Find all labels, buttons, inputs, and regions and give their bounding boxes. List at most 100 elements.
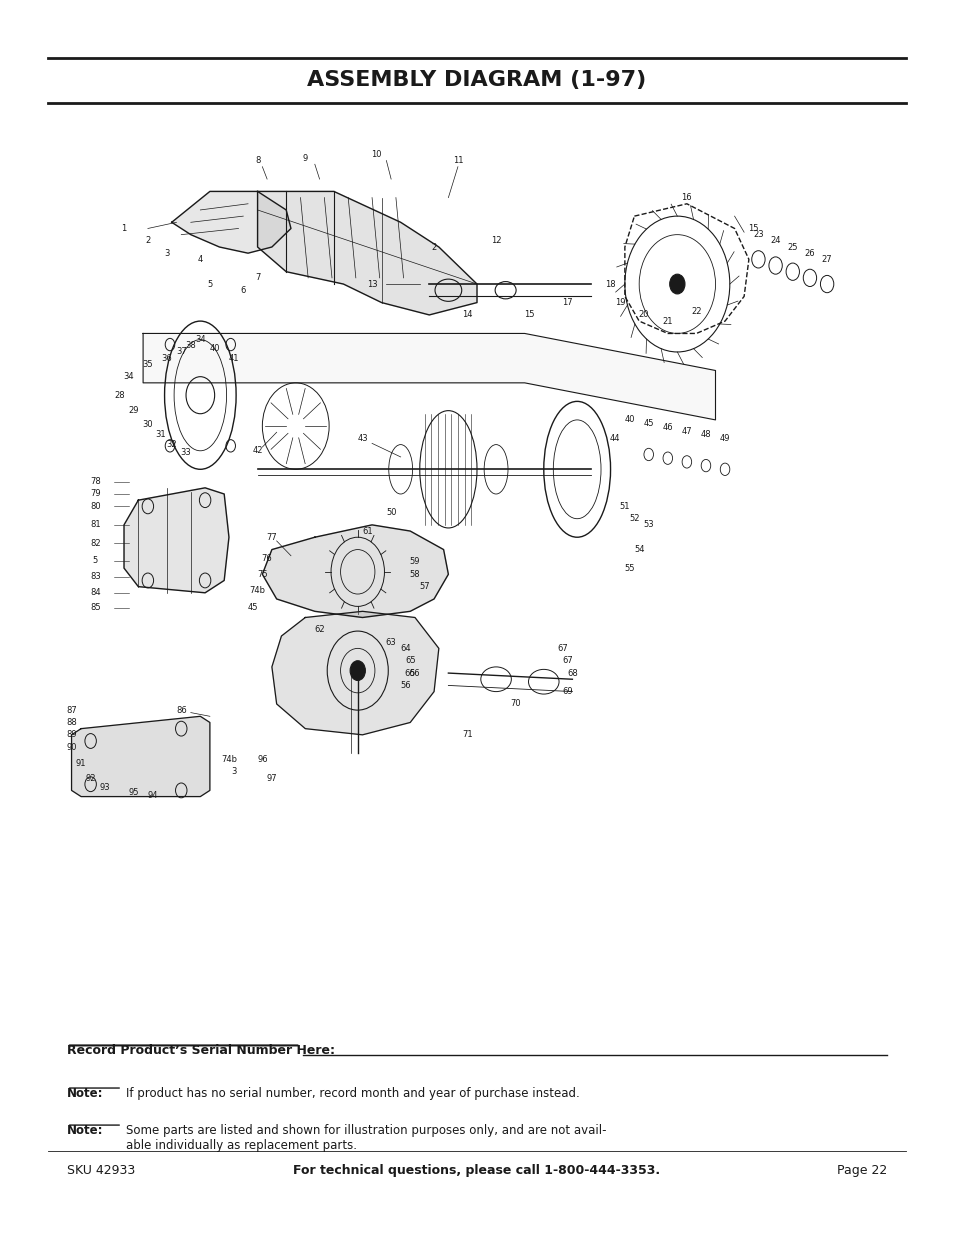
Text: 74b: 74b [221,755,236,764]
Text: 2: 2 [431,242,436,252]
Text: 75: 75 [256,569,268,579]
Polygon shape [272,611,438,735]
Text: 29: 29 [128,405,139,415]
Text: 58: 58 [409,569,420,579]
Text: 3: 3 [231,767,236,777]
Text: 82: 82 [90,538,101,548]
Text: 5: 5 [92,556,98,566]
Text: 41: 41 [228,353,239,363]
Text: 95: 95 [128,788,139,798]
Text: 37: 37 [175,347,187,357]
Text: 78: 78 [90,477,101,487]
Text: 24: 24 [769,236,781,246]
Text: 96: 96 [256,755,268,764]
Text: 13: 13 [366,279,377,289]
Text: 36: 36 [161,353,172,363]
Text: 79: 79 [90,489,101,499]
Text: 85: 85 [90,603,101,613]
Text: 48: 48 [700,430,711,440]
Polygon shape [262,525,448,618]
Text: 94: 94 [147,790,158,800]
Text: 30: 30 [142,420,153,430]
Text: 66: 66 [404,668,416,678]
Text: 67: 67 [561,656,573,666]
Text: 52: 52 [628,514,639,524]
Text: 57: 57 [418,582,430,592]
Text: 18: 18 [604,279,616,289]
Text: 89: 89 [66,730,77,740]
Text: 45: 45 [247,603,258,613]
Text: 5: 5 [207,279,213,289]
Text: 16: 16 [680,193,692,203]
Text: 92: 92 [85,773,96,783]
Text: 12: 12 [490,236,501,246]
Text: For technical questions, please call 1-800-444-3353.: For technical questions, please call 1-8… [294,1165,659,1177]
Text: Page 22: Page 22 [836,1165,886,1177]
Text: 40: 40 [209,343,220,353]
Text: 14: 14 [461,310,473,320]
Text: 54: 54 [633,545,644,555]
Text: Note:: Note: [67,1087,103,1100]
Text: 44: 44 [609,433,620,443]
Text: 47: 47 [680,426,692,436]
Text: 15: 15 [747,224,759,233]
Text: 2: 2 [145,236,151,246]
Text: 15: 15 [523,310,535,320]
Text: 34: 34 [123,372,134,382]
Text: 67: 67 [557,643,568,653]
Text: 61: 61 [361,526,373,536]
Text: 65: 65 [404,656,416,666]
Polygon shape [172,191,291,253]
Text: 7: 7 [254,273,260,283]
Text: 70: 70 [509,699,520,709]
Text: If product has no serial number, record month and year of purchase instead.: If product has no serial number, record … [126,1087,579,1100]
Text: 38: 38 [185,341,196,351]
Text: 4: 4 [197,254,203,264]
Text: 77: 77 [266,532,277,542]
Text: 56: 56 [409,668,420,678]
Text: 86: 86 [175,705,187,715]
Text: 35: 35 [142,359,153,369]
Text: 17: 17 [561,298,573,308]
Text: 91: 91 [75,758,87,768]
Text: 93: 93 [99,783,111,793]
Text: 83: 83 [90,572,101,582]
Text: ASSEMBLY DIAGRAM (1-97): ASSEMBLY DIAGRAM (1-97) [307,70,646,90]
Text: 42: 42 [252,446,263,456]
Text: Some parts are listed and shown for illustration purposes only, and are not avai: Some parts are listed and shown for illu… [126,1124,606,1152]
Text: 81: 81 [90,520,101,530]
Text: 69: 69 [561,687,573,697]
Text: 33: 33 [180,447,192,457]
Text: 68: 68 [566,668,578,678]
Text: 53: 53 [642,520,654,530]
Text: 64: 64 [399,643,411,653]
Text: 80: 80 [90,501,101,511]
Text: 51: 51 [618,501,630,511]
Text: 56: 56 [399,680,411,690]
Text: 59: 59 [409,557,420,567]
Text: Record Product’s Serial Number Here:: Record Product’s Serial Number Here: [67,1044,335,1057]
Text: 27: 27 [821,254,832,264]
Text: 71: 71 [461,730,473,740]
Text: 8: 8 [254,156,260,165]
Text: 31: 31 [154,430,166,440]
Text: 20: 20 [638,310,649,320]
Text: 84: 84 [90,588,101,598]
Text: 50: 50 [385,508,396,517]
Text: 76: 76 [261,553,273,563]
Text: 46: 46 [661,422,673,432]
Text: 32: 32 [166,440,177,450]
Text: 43: 43 [356,433,368,443]
Text: 63: 63 [385,637,396,647]
Text: 19: 19 [614,298,625,308]
Text: 45: 45 [642,419,654,429]
Text: 74b: 74b [250,585,265,595]
Text: 34: 34 [194,335,206,345]
Text: 55: 55 [623,563,635,573]
Text: 10: 10 [371,149,382,159]
Text: 26: 26 [803,248,815,258]
Text: 28: 28 [113,390,125,400]
Text: 97: 97 [266,773,277,783]
Text: SKU 42933: SKU 42933 [67,1165,135,1177]
Text: 3: 3 [164,248,170,258]
